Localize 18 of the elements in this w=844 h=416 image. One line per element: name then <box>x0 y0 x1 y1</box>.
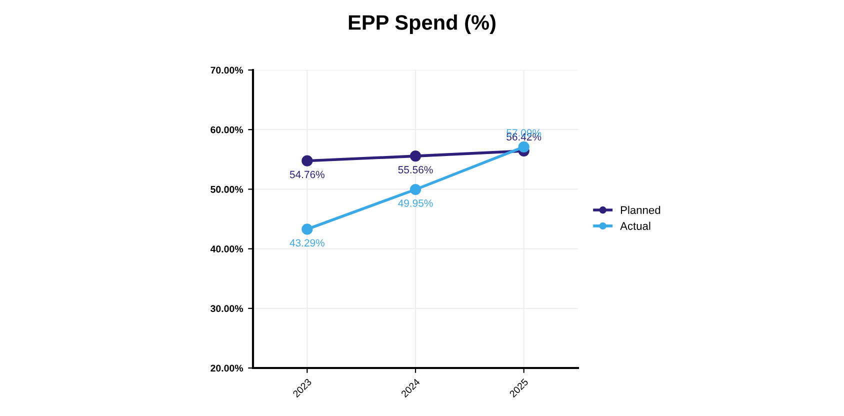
y-tick-label: 20.00% <box>210 364 244 372</box>
point <box>302 224 313 235</box>
point <box>410 150 422 162</box>
legend-label: Actual <box>620 222 650 230</box>
point <box>518 141 530 152</box>
data-label: 49.95% <box>398 199 433 207</box>
y-tick-label: 40.00% <box>210 246 244 252</box>
data-label: 55.56% <box>398 166 433 174</box>
point <box>302 155 313 166</box>
data-label: 54.76% <box>290 170 324 178</box>
y-tick-label: 30.00% <box>210 305 244 312</box>
chart-title: EPP Spend (%) <box>348 14 496 34</box>
y-tick-label: 50.00% <box>210 186 244 193</box>
y-tick-label: 70.00% <box>210 66 244 74</box>
legend-label: Planned <box>620 206 660 214</box>
point <box>410 184 422 196</box>
data-label: 43.29% <box>290 239 324 247</box>
y-tick-label: 60.00% <box>210 126 244 134</box>
